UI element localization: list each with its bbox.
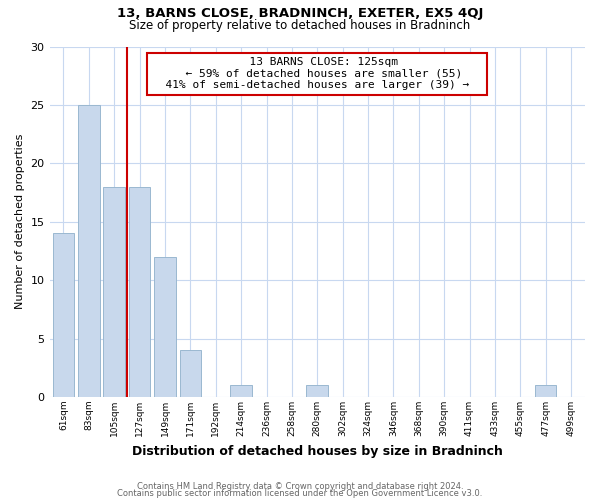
X-axis label: Distribution of detached houses by size in Bradninch: Distribution of detached houses by size … bbox=[132, 444, 503, 458]
Bar bbox=[179, 350, 201, 397]
Bar bbox=[154, 257, 176, 397]
Bar bbox=[103, 186, 125, 397]
Y-axis label: Number of detached properties: Number of detached properties bbox=[15, 134, 25, 310]
Bar bbox=[53, 234, 74, 397]
Text: Contains HM Land Registry data © Crown copyright and database right 2024.: Contains HM Land Registry data © Crown c… bbox=[137, 482, 463, 491]
Text: Size of property relative to detached houses in Bradninch: Size of property relative to detached ho… bbox=[130, 19, 470, 32]
Text: 13, BARNS CLOSE, BRADNINCH, EXETER, EX5 4QJ: 13, BARNS CLOSE, BRADNINCH, EXETER, EX5 … bbox=[117, 8, 483, 20]
Text: 13 BARNS CLOSE: 125sqm
  ← 59% of detached houses are smaller (55)
  41% of semi: 13 BARNS CLOSE: 125sqm ← 59% of detached… bbox=[152, 57, 482, 90]
Bar bbox=[78, 105, 100, 397]
Bar bbox=[230, 386, 252, 397]
Bar bbox=[129, 186, 151, 397]
Bar bbox=[307, 386, 328, 397]
Bar bbox=[535, 386, 556, 397]
Text: Contains public sector information licensed under the Open Government Licence v3: Contains public sector information licen… bbox=[118, 489, 482, 498]
